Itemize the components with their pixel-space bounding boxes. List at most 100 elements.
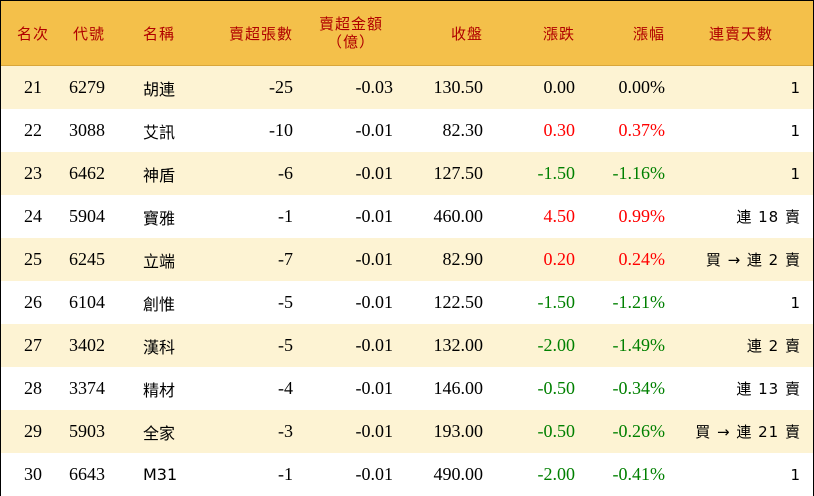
cell-code: 5904 <box>69 206 105 226</box>
cell-change: 0.00 <box>543 77 576 97</box>
cell-name: 寶雅 <box>143 208 176 228</box>
cell-code: 6643 <box>69 464 105 484</box>
cell-change-pct: -0.26% <box>612 421 666 441</box>
cell-consecutive-days: 1 <box>790 121 801 140</box>
cell-change: -1.50 <box>537 292 576 312</box>
cell-change-pct: 0.37% <box>618 120 666 140</box>
cell-change: -0.50 <box>537 378 576 398</box>
cell-net-sell-shares: -10 <box>269 120 293 140</box>
cell-net-sell-shares: -7 <box>278 249 293 269</box>
cell-net-sell-amount: -0.01 <box>355 292 394 312</box>
cell-change-pct: -1.21% <box>612 292 666 312</box>
cell-consecutive-days: 連 18 賣 <box>736 208 801 226</box>
cell-change: -2.00 <box>537 464 576 484</box>
cell-code: 3088 <box>69 120 105 140</box>
cell-name: 艾訊 <box>143 122 176 142</box>
header-close: 收盤 <box>450 24 483 43</box>
cell-change: 0.30 <box>543 120 576 140</box>
cell-net-sell-shares: -3 <box>278 421 293 441</box>
cell-name: 全家 <box>143 423 176 443</box>
cell-name: 胡連 <box>143 79 176 99</box>
cell-code: 6104 <box>69 292 105 312</box>
cell-net-sell-shares: -5 <box>278 335 293 355</box>
cell-change: 4.50 <box>543 206 576 226</box>
cell-net-sell-shares: -5 <box>278 292 293 312</box>
cell-close: 127.50 <box>433 163 484 183</box>
cell-rank: 21 <box>24 77 42 97</box>
cell-change-pct: 0.99% <box>618 206 666 226</box>
cell-close: 130.50 <box>433 77 484 97</box>
cell-net-sell-amount: -0.01 <box>355 206 394 226</box>
cell-close: 132.00 <box>433 335 484 355</box>
cell-rank: 23 <box>24 163 42 183</box>
cell-change-pct: -0.34% <box>612 378 666 398</box>
cell-close: 460.00 <box>433 206 484 226</box>
cell-change: -1.50 <box>537 163 576 183</box>
header-net-sell-amount: 賣超金額 （億） <box>301 1 401 65</box>
cell-close: 82.30 <box>442 120 484 140</box>
cell-change-pct: -1.16% <box>612 163 666 183</box>
cell-name: 漢科 <box>143 337 176 357</box>
cell-net-sell-amount: -0.03 <box>355 77 394 97</box>
cell-net-sell-amount: -0.01 <box>355 120 394 140</box>
header-consecutive-days: 連賣天數 <box>708 24 773 43</box>
cell-net-sell-amount: -0.01 <box>355 378 394 398</box>
cell-net-sell-shares: -4 <box>278 378 293 398</box>
cell-rank: 22 <box>24 120 42 140</box>
cell-net-sell-amount: -0.01 <box>355 249 394 269</box>
cell-rank: 29 <box>24 421 42 441</box>
cell-consecutive-days: 買 → 連 2 賣 <box>705 251 801 269</box>
cell-net-sell-amount: -0.01 <box>355 421 394 441</box>
cell-net-sell-amount: -0.01 <box>355 464 394 484</box>
table-row: 25 6245 立端 -7 -0.01 82.90 0.20 0.24% 買 → 連 2 賣 <box>1 238 813 281</box>
table-row: 22 3088 艾訊 -10 -0.01 82.30 0.30 0.37% 1 <box>1 109 813 152</box>
cell-close: 82.90 <box>442 249 484 269</box>
cell-name: M31 <box>143 465 178 484</box>
cell-close: 193.00 <box>433 421 484 441</box>
cell-net-sell-shares: -25 <box>269 77 293 97</box>
cell-consecutive-days: 買 → 連 21 賣 <box>695 423 801 441</box>
cell-consecutive-days: 1 <box>790 293 801 312</box>
header-change-pct: 漲幅 <box>632 24 665 43</box>
header-code: 代號 <box>73 24 106 43</box>
table-row: 24 5904 寶雅 -1 -0.01 460.00 4.50 0.99% 連 18 賣 <box>1 195 813 238</box>
cell-close: 490.00 <box>433 464 484 484</box>
cell-rank: 26 <box>24 292 42 312</box>
cell-close: 146.00 <box>433 378 484 398</box>
table-row: 23 6462 神盾 -6 -0.01 127.50 -1.50 -1.16% 1 <box>1 152 813 195</box>
table-row: 29 5903 全家 -3 -0.01 193.00 -0.50 -0.26% 買 → 連 21… <box>1 410 813 453</box>
cell-change-pct: -0.41% <box>612 464 666 484</box>
cell-rank: 24 <box>24 206 42 226</box>
cell-change-pct: -1.49% <box>612 335 666 355</box>
cell-close: 122.50 <box>433 292 484 312</box>
cell-consecutive-days: 連 2 賣 <box>746 337 801 355</box>
table-row: 28 3374 精材 -4 -0.01 146.00 -0.50 -0.34% 連 13 賣 <box>1 367 813 410</box>
header-change: 漲跌 <box>542 24 575 43</box>
cell-code: 6245 <box>69 249 105 269</box>
cell-net-sell-shares: -1 <box>278 206 293 226</box>
cell-change-pct: 0.00% <box>618 77 666 97</box>
cell-change-pct: 0.24% <box>618 249 666 269</box>
cell-code: 5903 <box>69 421 105 441</box>
cell-rank: 30 <box>24 464 42 484</box>
cell-change: -0.50 <box>537 421 576 441</box>
cell-consecutive-days: 1 <box>790 465 801 484</box>
cell-code: 6279 <box>69 77 105 97</box>
cell-name: 立端 <box>143 251 176 271</box>
cell-name: 神盾 <box>143 165 176 185</box>
header-rank: 名次 <box>16 24 49 43</box>
table-row: 26 6104 創惟 -5 -0.01 122.50 -1.50 -1.21% 1 <box>1 281 813 324</box>
cell-net-sell-shares: -6 <box>278 163 293 183</box>
cell-rank: 27 <box>24 335 42 355</box>
cell-consecutive-days: 1 <box>790 78 801 97</box>
table-header: 名次 代號 名稱 賣超張數 賣超金額 （億） 收盤 漲跌 漲幅 連賣天數 <box>1 1 813 66</box>
table-row: 30 6643 M31 -1 -0.01 490.00 -2.00 -0.41% 1 <box>1 453 813 496</box>
cell-change: 0.20 <box>543 249 576 269</box>
cell-net-sell-amount: -0.01 <box>355 335 394 355</box>
cell-net-sell-amount: -0.01 <box>355 163 394 183</box>
header-name: 名稱 <box>143 24 176 43</box>
header-net-sell-amount-unit: （億） <box>326 33 375 51</box>
cell-name: 精材 <box>143 380 176 400</box>
cell-code: 3374 <box>69 378 105 398</box>
